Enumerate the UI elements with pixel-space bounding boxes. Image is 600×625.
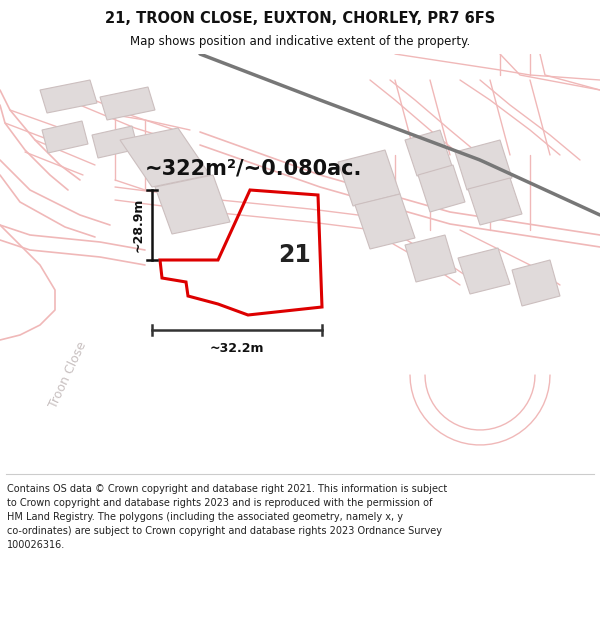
Polygon shape xyxy=(355,194,415,249)
Polygon shape xyxy=(468,178,522,225)
Text: 21, TROON CLOSE, EUXTON, CHORLEY, PR7 6FS: 21, TROON CLOSE, EUXTON, CHORLEY, PR7 6F… xyxy=(105,11,495,26)
Polygon shape xyxy=(338,150,400,206)
Text: Contains OS data © Crown copyright and database right 2021. This information is : Contains OS data © Crown copyright and d… xyxy=(7,484,448,550)
Polygon shape xyxy=(100,87,155,120)
Polygon shape xyxy=(405,235,456,282)
Polygon shape xyxy=(92,126,138,158)
Polygon shape xyxy=(418,165,465,212)
Text: Map shows position and indicative extent of the property.: Map shows position and indicative extent… xyxy=(130,34,470,48)
Text: Troon Close: Troon Close xyxy=(47,339,89,411)
Polygon shape xyxy=(155,175,230,234)
Polygon shape xyxy=(42,121,88,153)
Text: ~28.9m: ~28.9m xyxy=(132,198,145,252)
Text: ~32.2m: ~32.2m xyxy=(210,342,264,355)
Text: ~322m²/~0.080ac.: ~322m²/~0.080ac. xyxy=(145,158,362,178)
Polygon shape xyxy=(120,128,210,187)
Polygon shape xyxy=(458,248,510,294)
Text: 21: 21 xyxy=(278,243,311,267)
Polygon shape xyxy=(40,80,97,113)
Polygon shape xyxy=(455,140,512,190)
Polygon shape xyxy=(405,130,452,176)
Polygon shape xyxy=(512,260,560,306)
